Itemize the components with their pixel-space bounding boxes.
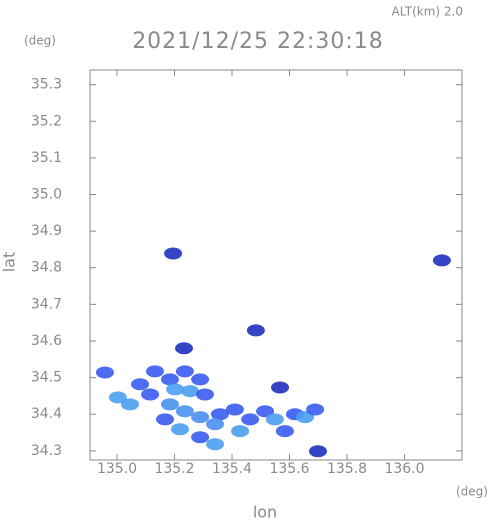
echo (156, 413, 175, 426)
echo (231, 425, 250, 438)
plot-frame (89, 69, 463, 461)
echo (256, 405, 275, 418)
echo (206, 418, 225, 431)
x-tick-label: 135.8 (327, 461, 367, 477)
echo (175, 342, 194, 355)
echo (175, 405, 194, 418)
echo (246, 324, 265, 337)
x-tick-label: 136.0 (384, 461, 424, 477)
x-axis-title: lon (253, 503, 277, 521)
y-tick-label: 34.3 (31, 443, 62, 459)
echo (175, 365, 194, 378)
echo (170, 423, 189, 436)
echo (308, 445, 327, 458)
echo (271, 381, 290, 394)
echo (145, 365, 164, 378)
echo (141, 388, 160, 401)
x-tick-label: 135.4 (212, 461, 252, 477)
echo (432, 254, 451, 267)
y-tick-label: 34.8 (31, 260, 62, 276)
x-tick-label: 135.6 (269, 461, 309, 477)
echo (241, 413, 260, 426)
echo (265, 413, 284, 426)
echo (108, 391, 127, 404)
echo (191, 411, 210, 424)
echo (131, 378, 150, 391)
echo (120, 398, 139, 411)
subtitle: ALT(km) 2.0 (392, 5, 463, 19)
y-tick-label: 35.2 (31, 113, 62, 129)
x-tick-label: 135.0 (97, 461, 137, 477)
y-tick-label: 35.0 (31, 187, 62, 203)
echo (181, 385, 200, 398)
echo (160, 398, 179, 411)
y-tick-label: 34.4 (31, 406, 62, 422)
y-tick-label: 35.1 (31, 150, 62, 166)
echo (225, 403, 244, 416)
echo (195, 388, 214, 401)
echo (191, 373, 210, 386)
x-unit: (deg) (456, 485, 488, 499)
y-tick-label: 34.5 (31, 370, 62, 386)
x-tick-label: 135.2 (154, 461, 194, 477)
chart-title: 2021/12/25 22:30:18 (132, 29, 384, 54)
echo (191, 431, 210, 444)
y-tick-label: 35.3 (31, 77, 62, 93)
y-tick-label: 34.9 (31, 223, 62, 239)
echo (210, 408, 229, 421)
y-tick-label: 34.6 (31, 333, 62, 349)
y-tick-label: 34.7 (31, 296, 62, 312)
echo (206, 438, 225, 451)
y-axis-title: lat (0, 252, 19, 273)
echo (95, 366, 114, 379)
y-unit: (deg) (24, 34, 56, 48)
echo (164, 247, 183, 260)
echo (166, 383, 185, 396)
echo (160, 373, 179, 386)
echo (306, 403, 325, 416)
echo (275, 425, 294, 438)
